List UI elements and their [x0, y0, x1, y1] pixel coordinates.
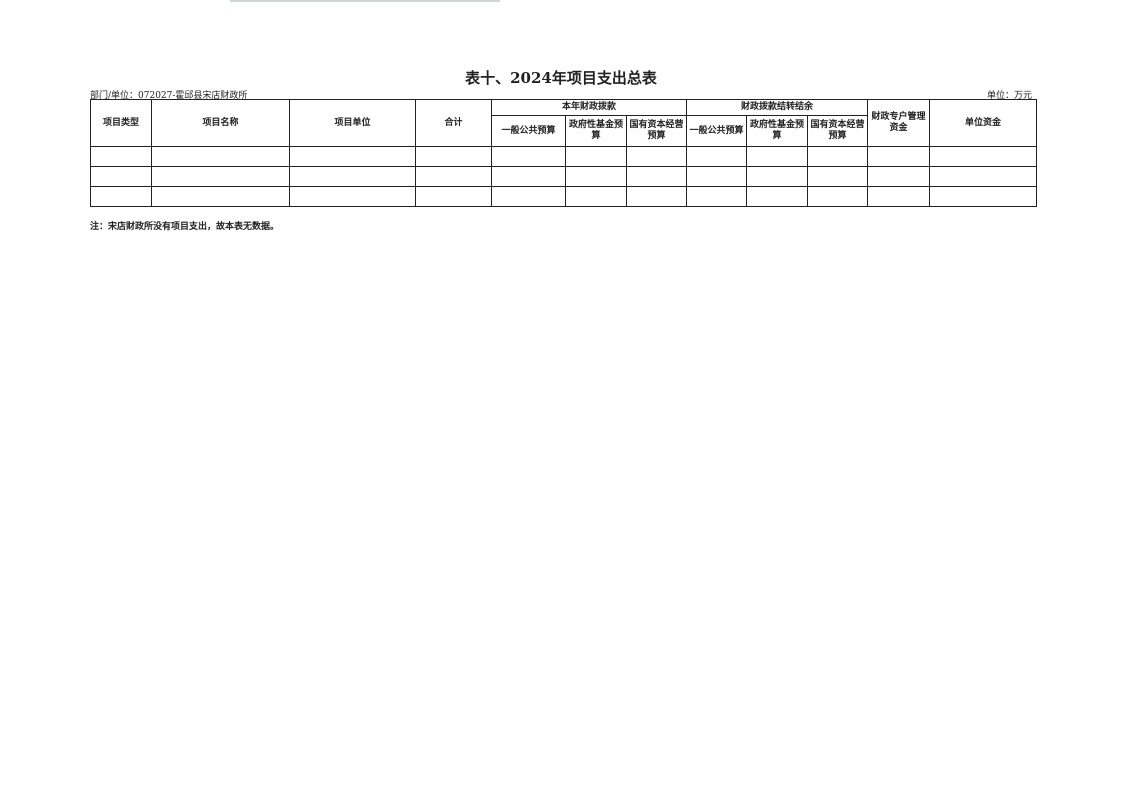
footnote: 注：宋店财政所没有项目支出，故本表无数据。: [90, 222, 280, 232]
table-row: [90, 186, 1038, 207]
project-expenditure-table: 项目类型 项目名称 项目单位 合计 本年财政拨款 财政拨款结转结余 财政专户管理…: [90, 99, 1038, 207]
header-current-year: 本年财政拨款: [490, 99, 688, 116]
page-title: 表十、2024年项目支出总表: [465, 69, 657, 87]
header-type: 项目类型: [90, 99, 152, 147]
header-own: 单位资金: [929, 99, 1038, 147]
header-state: 国有资本经营预算: [807, 115, 869, 147]
header-carryover: 财政拨款结转结余: [686, 99, 869, 116]
scan-edge: [230, 0, 500, 2]
header-total: 合计: [415, 99, 492, 147]
header-special: 财政专户管理资金: [867, 99, 931, 147]
header-general: 一般公共预算: [686, 115, 748, 147]
table-row: [90, 146, 1038, 167]
department-label: 部门/单位：072027-霍邱县宋店财政所: [90, 91, 248, 101]
header-unit: 项目单位: [289, 99, 416, 147]
header-state: 国有资本经营预算: [625, 115, 688, 147]
table-row: [90, 166, 1038, 187]
unit-label: 单位：万元: [986, 91, 1032, 101]
header-fund: 政府性基金预算: [746, 115, 809, 147]
header-general: 一般公共预算: [491, 115, 566, 147]
header-fund: 政府性基金预算: [565, 115, 627, 147]
header-name: 项目名称: [151, 99, 290, 147]
